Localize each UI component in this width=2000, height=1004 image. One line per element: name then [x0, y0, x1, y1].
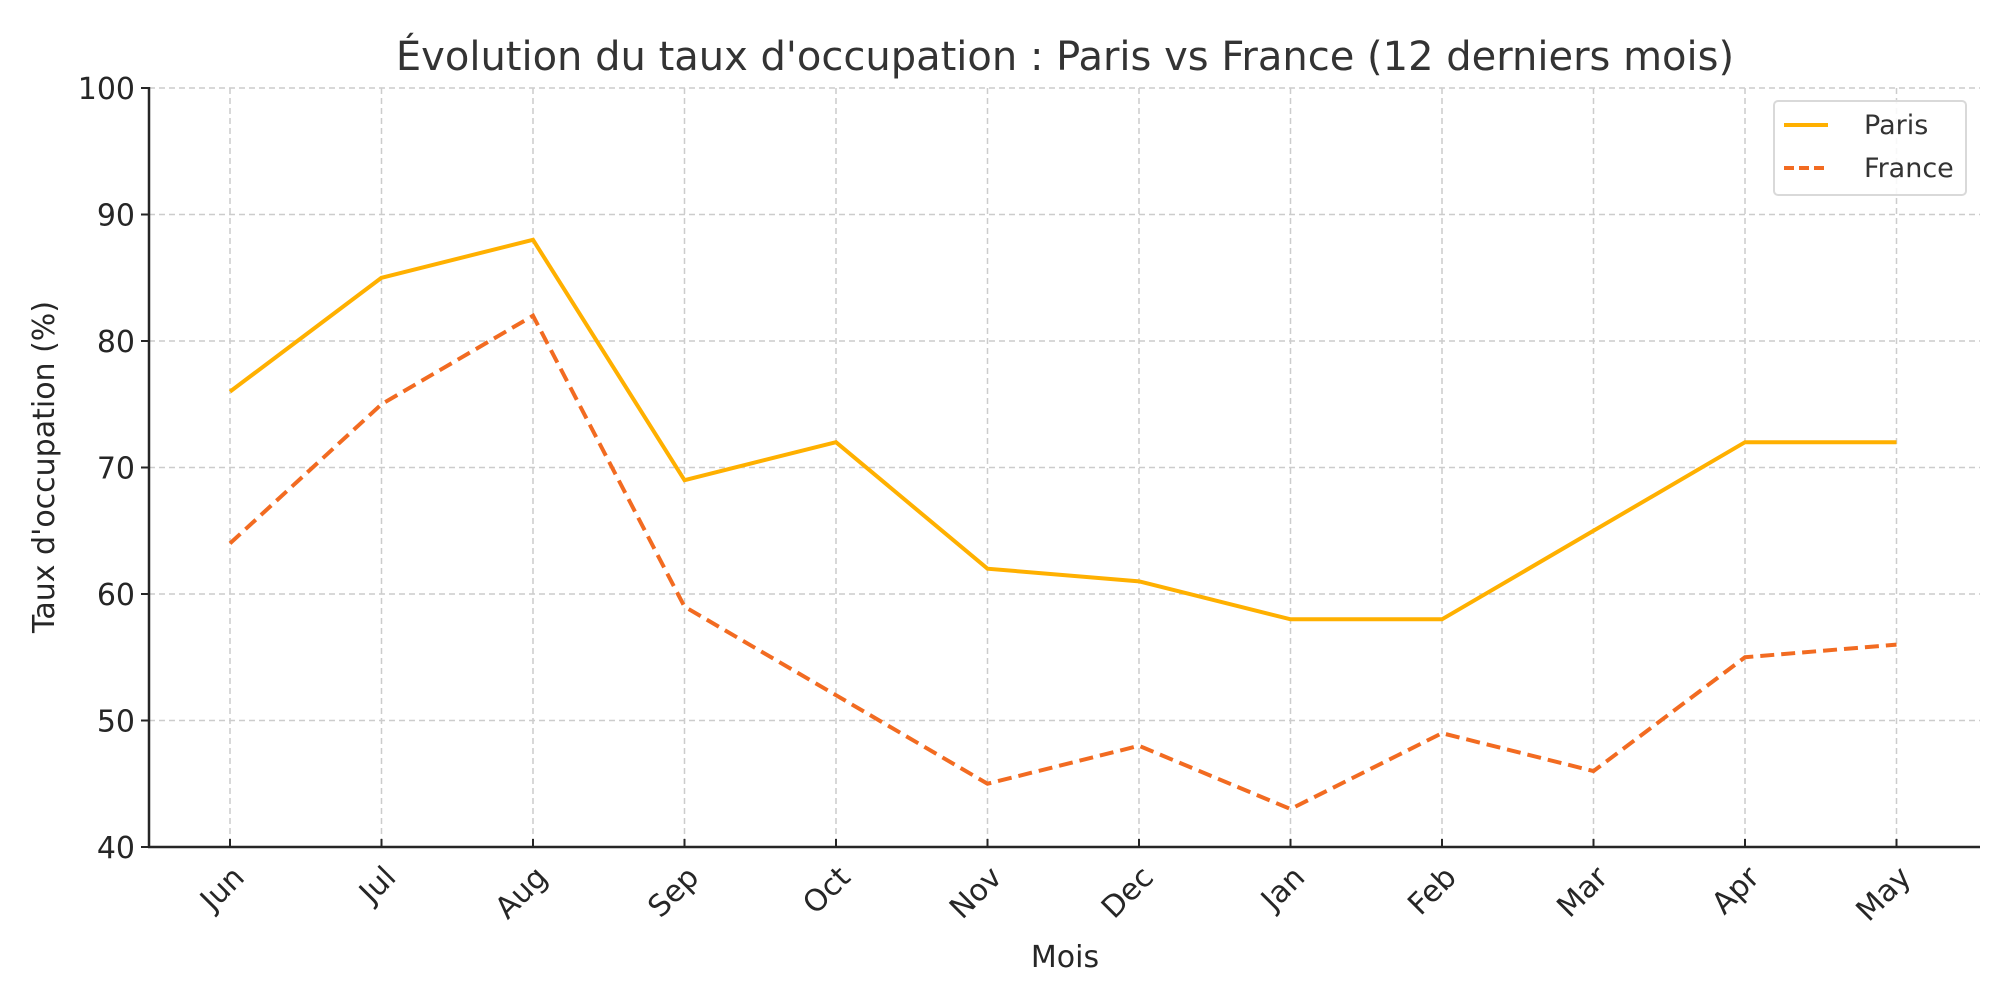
x-tick-label: Sep [641, 860, 706, 925]
series-line-paris [228, 237, 1897, 622]
y-tick-label: 50 [97, 705, 135, 740]
y-tick-label: 100 [78, 72, 135, 107]
legend-label-france: France [1864, 153, 1954, 184]
series-line-france [228, 312, 1897, 812]
x-tick-label: Dec [1095, 860, 1161, 926]
x-tick-label: Feb [1401, 860, 1463, 922]
y-tick-label: 90 [97, 199, 135, 234]
x-axis-ticks: Jun Jul Aug Sep Oct Nov Dec Jan Feb Mar Apr May [192, 839, 1918, 929]
x-tick-label: Jun [192, 860, 251, 919]
y-axis-label: Taux d'occupation (%) [27, 301, 62, 634]
legend: Paris France [1773, 100, 1967, 196]
legend-label-paris: Paris [1864, 110, 1928, 141]
x-tick-label: Jan [1253, 860, 1312, 919]
x-tick-label: Mar [1550, 859, 1615, 924]
y-tick-label: 80 [97, 325, 135, 360]
x-tick-label: Aug [488, 860, 554, 926]
series-lines [228, 237, 1897, 812]
y-tick-label: 40 [97, 831, 135, 866]
x-axis-label: Mois [1031, 940, 1099, 975]
x-tick-label: May [1850, 860, 1919, 929]
grid-lines [149, 87, 1980, 848]
y-axis-ticks: 40 50 60 70 80 90 100 [78, 72, 149, 866]
y-tick-label: 70 [97, 452, 135, 487]
x-tick-label: Jul [351, 860, 403, 912]
x-tick-label: Oct [796, 860, 858, 922]
chart-title: Évolution du taux d'occupation : Paris v… [396, 32, 1734, 80]
x-tick-label: Apr [1705, 859, 1767, 921]
y-tick-label: 60 [97, 578, 135, 613]
x-tick-label: Nov [943, 860, 1009, 926]
